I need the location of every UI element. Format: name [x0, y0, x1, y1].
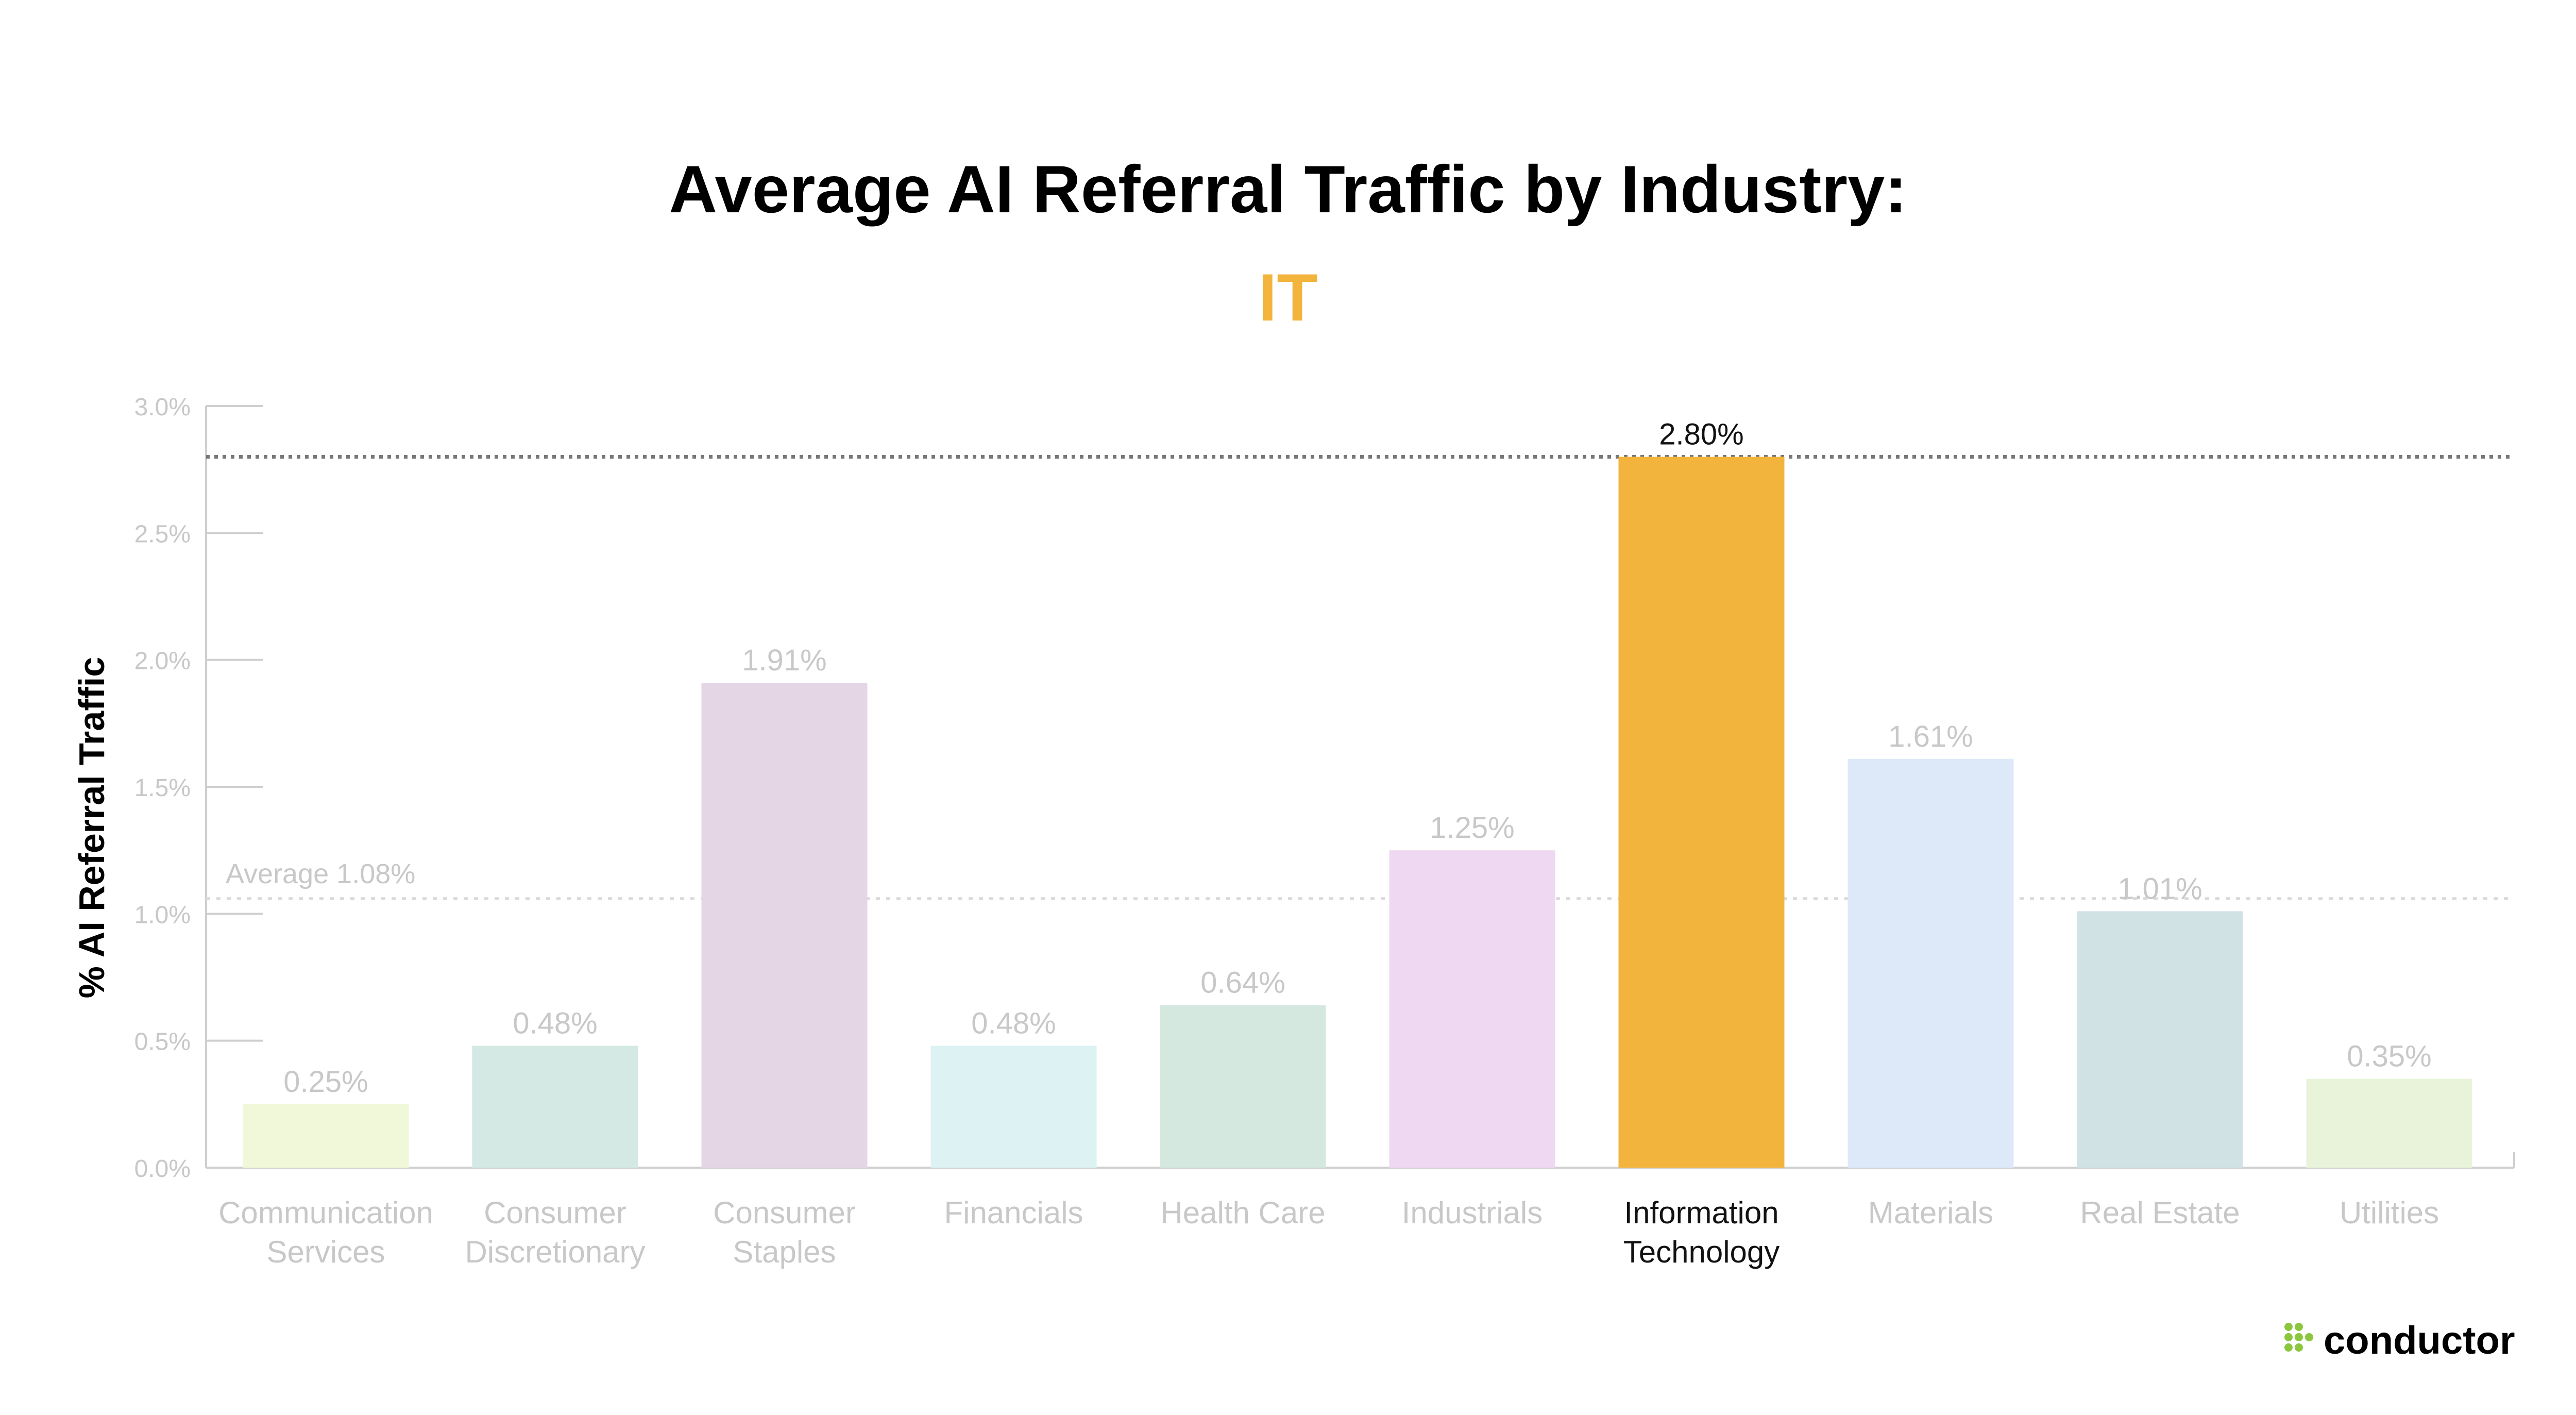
reference-lines: Average 1.08%: [206, 455, 2514, 900]
logo-dot: [2305, 1333, 2313, 1341]
x-tick-label: Staples: [733, 1235, 836, 1269]
logo-dot: [2284, 1323, 2293, 1331]
x-tick-label: Services: [266, 1235, 385, 1269]
x-tick-label: Information: [1624, 1195, 1778, 1230]
y-axis-label: % AI Referral Traffic: [72, 657, 112, 999]
logo-dot: [2284, 1343, 2293, 1352]
y-tick-label: 1.0%: [134, 901, 191, 929]
x-tick-label: Consumer: [713, 1195, 856, 1230]
y-tick-label: 2.0%: [134, 648, 191, 675]
y-tick-label: 0.5%: [134, 1029, 191, 1056]
x-tick-label: Technology: [1623, 1235, 1780, 1269]
conductor-dots-icon: [2284, 1323, 2313, 1352]
chart-title: Average AI Referral Traffic by Industry:: [669, 151, 1907, 227]
bar-value-label: 0.25%: [283, 1065, 368, 1099]
logo-dot: [2284, 1333, 2293, 1341]
bar-value-label: 2.80%: [1659, 418, 1743, 451]
y-tick-label: 2.5%: [134, 520, 191, 548]
bars: [243, 457, 2472, 1168]
bar: [701, 683, 868, 1168]
bar: [1389, 850, 1555, 1168]
x-tick-label: Industrials: [1402, 1195, 1543, 1230]
bar-value-label: 1.91%: [742, 644, 826, 677]
logo-dot: [2295, 1333, 2303, 1341]
bar: [2306, 1079, 2472, 1168]
average-label: Average 1.08%: [226, 858, 415, 889]
x-tick-label: Real Estate: [2080, 1195, 2240, 1230]
x-axis-labels: Communication Services Consumer Discretiona…: [218, 1195, 2439, 1269]
bar: [472, 1046, 638, 1168]
bar-value-label: 1.25%: [1430, 811, 1514, 845]
bar: [1618, 457, 1785, 1168]
bar: [930, 1046, 1097, 1168]
x-tick-label: Health Care: [1160, 1195, 1325, 1230]
bar-value-label: 0.48%: [513, 1007, 597, 1040]
x-tick-label: Consumer: [484, 1195, 626, 1230]
logo-dot: [2295, 1343, 2303, 1352]
chart-subtitle: IT: [1258, 260, 1318, 335]
conductor-logo: conductor: [2284, 1319, 2515, 1362]
x-tick-label: Materials: [1868, 1195, 1993, 1230]
bar: [2077, 911, 2243, 1168]
logo-text: conductor: [2324, 1319, 2515, 1362]
y-tick-label: 0.0%: [134, 1155, 191, 1183]
bar: [1160, 1005, 1326, 1168]
x-tick-label: Communication: [218, 1195, 433, 1230]
logo-dot: [2295, 1323, 2303, 1331]
bar: [1848, 759, 2014, 1168]
bar-value-label: 0.64%: [1200, 966, 1285, 1000]
bar: [243, 1104, 409, 1168]
bar-value-label: 1.01%: [2117, 872, 2202, 905]
x-tick-label: Utilities: [2340, 1195, 2439, 1230]
y-tick-label: 3.0%: [134, 394, 191, 421]
y-tick-label: 1.5%: [134, 774, 191, 802]
x-tick-label: Financials: [944, 1195, 1083, 1230]
value-labels: 0.25% 0.48% 1.91% 0.48% 0.64% 1.25% 2.80% 1.61%…: [283, 418, 2431, 1099]
bar-value-label: 0.35%: [2347, 1040, 2431, 1073]
x-tick-label: Discretionary: [465, 1235, 645, 1269]
bar-value-label: 1.61%: [1888, 720, 1973, 753]
bar-value-label: 0.48%: [971, 1007, 1056, 1040]
